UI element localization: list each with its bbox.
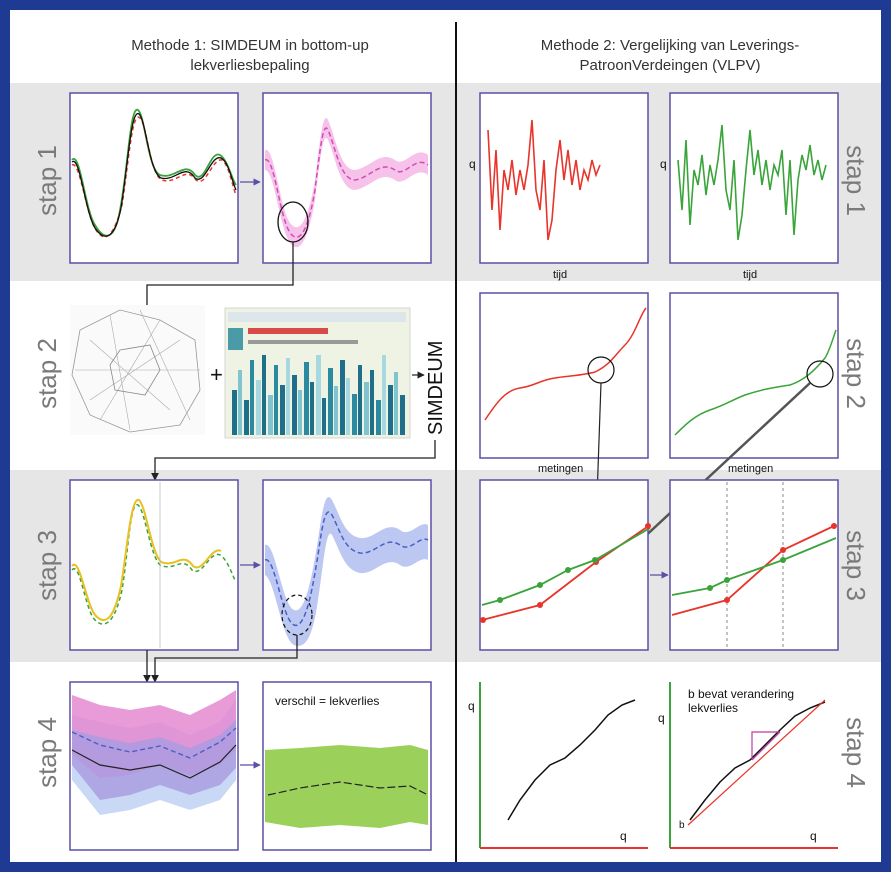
- right-step4-q-axis-b: q: [658, 711, 665, 725]
- verschil-label: verschil = lekverlies: [275, 694, 379, 708]
- right-step4-q-axis-a: q: [468, 699, 475, 713]
- left-connector-3-4: [151, 635, 298, 683]
- right-step1-panel-b: q tijd: [660, 92, 839, 281]
- left-step4-panel-b: verschil = lekverlies: [262, 681, 432, 851]
- right-step4-panel-a: q q: [468, 682, 648, 850]
- right-title: Methode 2: Vergelijking van Leverings- P…: [480, 36, 860, 76]
- right-step1-q-axis-b: q: [660, 157, 667, 171]
- axis-tijd-b: tijd: [743, 269, 757, 281]
- right-step4-q-xaxis-a: q: [620, 829, 627, 843]
- left-title: Methode 1: SIMDEUM in bottom-up lekverli…: [60, 36, 440, 76]
- simdeum-bars: [232, 355, 405, 435]
- right-step1-panel-a: q tijd: [469, 92, 649, 281]
- left-step3-panel-b: [262, 479, 432, 651]
- simdeum-screenshot: [224, 307, 411, 439]
- simdeum-label: SIMDEUM: [425, 341, 447, 435]
- axis-metingen-b: metingen: [728, 463, 773, 475]
- left-step4-panel-a: [69, 681, 239, 851]
- left-connector-1-2: [146, 242, 294, 310]
- right-step2-panel-b: metingen: [669, 292, 839, 475]
- right-step4-q-xaxis-b: q: [810, 829, 817, 843]
- plus-sign: +: [210, 362, 223, 387]
- b-label-line-2: lekverlies: [688, 701, 738, 715]
- connector-green-circle: [624, 382, 811, 556]
- right-step2-panel-a: metingen: [479, 292, 649, 475]
- b-label-line-1: b bevat verandering: [688, 687, 794, 701]
- right-step4-panel-b: q q b bevat verandering lekverlies b: [658, 682, 838, 850]
- right-title-line-1: Methode 2: Vergelijking van Leverings-: [540, 37, 800, 54]
- left-step1-panel-b: [262, 92, 432, 264]
- axis-tijd-a: tijd: [553, 269, 567, 281]
- diagram-frame: Methode 1: SIMDEUM in bottom-up lekverli…: [10, 10, 881, 862]
- left-step1-panel-a: [69, 92, 239, 264]
- city-map: [70, 305, 205, 435]
- right-title-line-2: PatroonVerdeingen (VLPV): [579, 57, 761, 74]
- left-step3-panel-a: [69, 479, 239, 651]
- right-step1-q-axis-a: q: [469, 157, 476, 171]
- right-step3-panel-a: [479, 479, 651, 651]
- diagram-canvas: +: [69, 22, 839, 862]
- left-title-line-1: Methode 1: SIMDEUM in bottom-up: [131, 37, 369, 54]
- left-title-line-2: lekverliesbepaling: [190, 57, 310, 74]
- left-connector-2-3: [151, 440, 436, 481]
- b-intercept: b: [679, 820, 685, 831]
- axis-metingen-a: metingen: [538, 463, 583, 475]
- right-step3-panel-b: [669, 479, 839, 651]
